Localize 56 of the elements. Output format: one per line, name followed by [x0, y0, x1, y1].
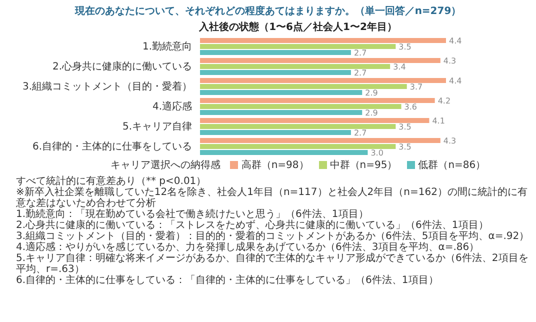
bar [200, 44, 396, 49]
data-label: 3.5 [398, 122, 412, 132]
bar [200, 70, 351, 75]
data-label: 4.2 [438, 96, 451, 106]
y-tick-label: 4.適応感 [152, 100, 192, 113]
data-label: 2.7 [354, 48, 367, 58]
legend-label: 低群（n=86） [417, 159, 486, 172]
bar [200, 124, 396, 129]
bar [200, 98, 435, 103]
y-tick-label: 3.組織コミットメント（目的・愛着） [22, 80, 192, 93]
bar [200, 78, 446, 83]
data-label: 2.9 [365, 108, 378, 118]
data-label: 4.3 [443, 136, 456, 146]
data-label: 3.4 [393, 62, 406, 72]
data-label: 2.7 [354, 128, 367, 138]
bar [200, 84, 407, 89]
data-label: 3.0 [370, 148, 384, 158]
y-tick-label: 5.キャリア自律 [122, 120, 192, 133]
data-label: 4.4 [449, 76, 462, 86]
bar [200, 130, 351, 135]
bar [200, 64, 390, 69]
text: 3.組織コミットメント（目的・愛着）：目的的・愛着的コミットメントがあるか（6件法、5項目を平均、α=.92） [16, 231, 530, 242]
legend-label: 中群（n=95） [328, 158, 398, 172]
text: 5.キャリア自律：明確な将来イメージがあるか、自律的で主体的なキャリア形成ができているか（6件法、2項目を平均、r=.63） [16, 253, 530, 275]
y-tick-label: 2.心身共に健康的に働いている [52, 60, 192, 73]
bar [200, 110, 362, 115]
bar [200, 144, 396, 149]
data-label: 4.3 [443, 56, 456, 66]
data-label: 3.5 [398, 42, 412, 52]
bar [200, 138, 440, 143]
data-label: 2.7 [354, 68, 367, 78]
data-label: 3.7 [410, 82, 423, 92]
bar [200, 104, 402, 109]
bar [200, 38, 446, 43]
bar [200, 58, 440, 63]
chart-subtitle: 入社後の状態（1〜6点／社会人1〜2年目） [198, 20, 398, 34]
text: 4.適応感：やりがいを感じているか、力を発揮し成果をあげているか（6件法、3項目を平均、α=.86） [16, 242, 480, 253]
text: ※新卒入社企業を離職していた12名を除き、社会人1年目（n=117）と社会人2年目（n=162）の間に統計的に有意な差はないため合わせて分析 [16, 187, 528, 209]
chart-title: 現在のあなたについて、それぞれどの程度あてはまりますか。（単一回答／n=279） [74, 4, 462, 18]
y-tick-label: 1.勤続意向 [142, 40, 192, 53]
text: 1.勤続意向：「現在勤めている会社で働き続けたいと思う」（6件法、1項目） [16, 209, 370, 220]
data-label: 2.9 [365, 88, 378, 98]
data-label: 4.4 [449, 36, 462, 46]
text: 6.自律的・主体的に仕事をしている：「自律的・主体的に仕事をしている」（6件法、1項目） [16, 275, 440, 286]
text: すべて統計的に有意差あり（** p<0.01） [16, 176, 208, 187]
bar [200, 50, 351, 55]
legend-label: 高群（n=98） [240, 158, 309, 172]
bar [200, 118, 430, 123]
bar [200, 150, 368, 155]
legend-title: キャリア選択への納得感 [110, 158, 220, 172]
bar [200, 90, 362, 95]
data-label: 4.1 [432, 116, 445, 126]
text: 2.心身共に健康的に働いている：「ストレスをためず、心身共に健康的に働いている」（6件法、1項目） [16, 220, 490, 231]
data-label: 3.5 [398, 142, 412, 152]
data-label: 3.6 [404, 102, 418, 112]
y-tick-label: 6.自律的・主体的に仕事をしている [32, 140, 192, 153]
